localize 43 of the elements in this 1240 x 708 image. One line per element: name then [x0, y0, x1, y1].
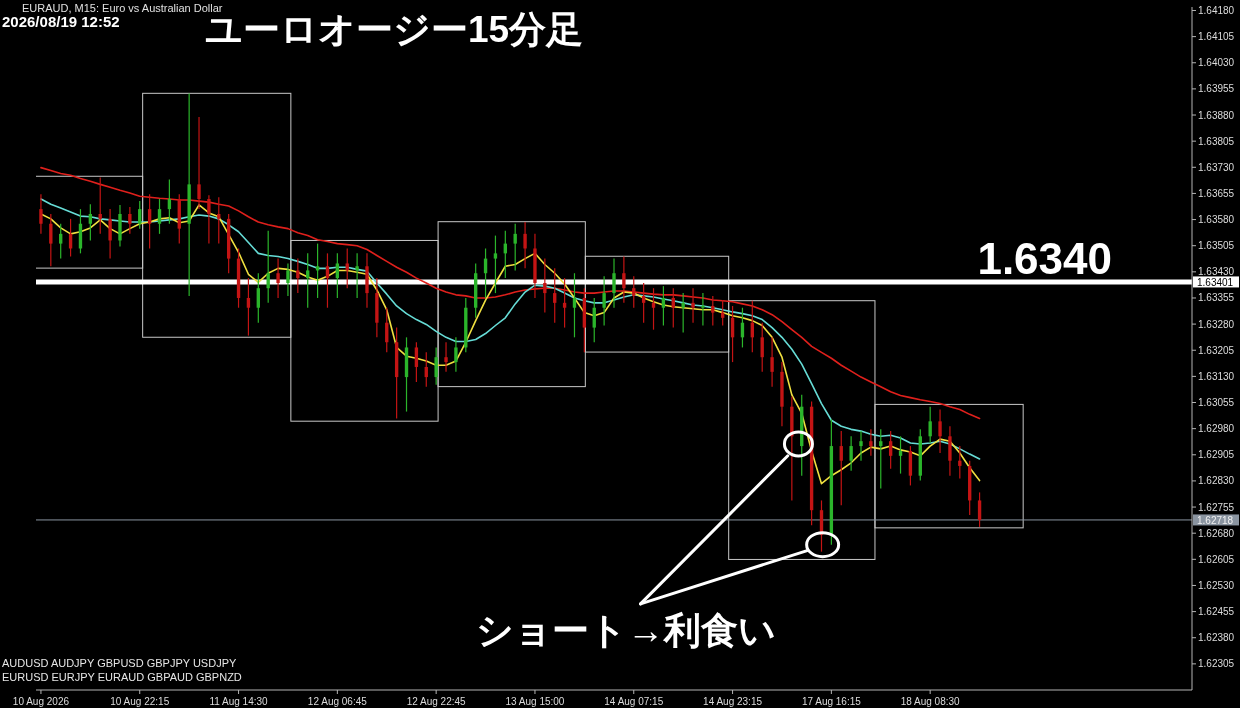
- x-tick-label: 14 Aug 07:15: [604, 695, 664, 707]
- y-tick-label: 1.62755: [1198, 501, 1235, 513]
- x-tick-label: 13 Aug 15:00: [505, 695, 565, 707]
- y-tick-label: 1.62455: [1198, 606, 1235, 618]
- y-tick-label: 1.62605: [1198, 553, 1235, 565]
- y-tick-label: 1.63805: [1198, 135, 1235, 147]
- y-tick-label: 1.62680: [1198, 527, 1235, 539]
- y-tick-label: 1.63205: [1198, 344, 1235, 356]
- y-tick-label: 1.63430: [1198, 266, 1235, 278]
- y-tick-label: 1.63505: [1198, 240, 1235, 252]
- y-tick-label: 1.63655: [1198, 187, 1235, 199]
- annotation: 1.62718: [1193, 514, 1239, 526]
- y-tick-label: 1.62980: [1198, 423, 1235, 435]
- y-tick-label: 1.62830: [1198, 475, 1235, 487]
- y-tick-label: 1.62380: [1198, 632, 1235, 644]
- y-tick-label: 1.63955: [1198, 83, 1235, 95]
- annotation: 1.63401: [1193, 276, 1239, 288]
- x-tick-label: 11 Aug 14:30: [209, 695, 268, 707]
- y-tick-label: 1.64105: [1198, 31, 1235, 43]
- y-tick-label: 1.64030: [1198, 57, 1235, 69]
- y-tick-label: 1.63355: [1198, 292, 1235, 304]
- y-tick-label: 1.64180: [1198, 5, 1235, 16]
- y-tick-label: 1.62305: [1198, 658, 1235, 670]
- y-tick-label: 1.63880: [1198, 109, 1235, 121]
- y-tick-label: 1.63055: [1198, 397, 1235, 408]
- x-tick-label: 14 Aug 23:15: [703, 695, 763, 707]
- annotation: EURUSD EURJPY EURAUD GBPAUD GBPNZD: [2, 671, 242, 683]
- x-tick-label: 18 Aug 08:30: [900, 695, 960, 707]
- x-tick-label: 10 Aug 22:15: [110, 695, 170, 707]
- ref-line-label: 1.6340: [977, 234, 1112, 284]
- x-tick-label: 12 Aug 22:45: [406, 695, 466, 707]
- y-tick-label: 1.62905: [1198, 449, 1235, 461]
- x-tick-label: 12 Aug 06:45: [307, 695, 367, 707]
- y-tick-label: 1.62530: [1198, 579, 1235, 591]
- y-tick-label: 1.63580: [1198, 214, 1235, 226]
- y-tick-label: 1.63130: [1198, 370, 1235, 382]
- annotation: ショート→利食い: [476, 610, 776, 652]
- x-tick-label: 10 Aug 2026: [12, 695, 70, 707]
- y-tick-label: 1.63730: [1198, 161, 1235, 173]
- y-tick-label: 1.63280: [1198, 318, 1235, 330]
- annotation: 2026/08/19 12:52: [2, 13, 120, 30]
- annotation: AUDUSD AUDJPY GBPUSD GBPJPY USDJPY: [2, 657, 237, 669]
- x-tick-label: 17 Aug 16:15: [801, 695, 861, 707]
